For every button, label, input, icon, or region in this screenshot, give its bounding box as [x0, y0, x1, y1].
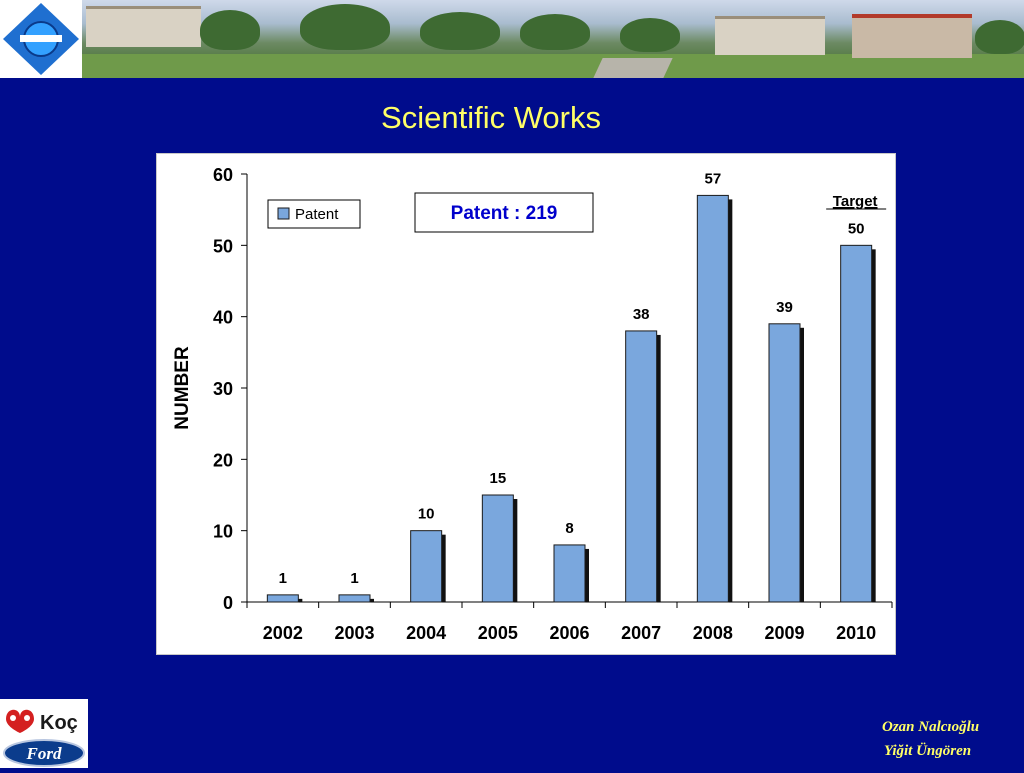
bar-2009: [768, 323, 801, 603]
bar-2003: [338, 594, 371, 603]
bar-chart: 0 10 20 30 40 50 60 1 2002 1 2003 10 2004 15 2005 8 2006…: [172, 165, 893, 643]
total-box-text: Patent : 219: [451, 203, 558, 224]
author-name-1: Ozan Nalcıoğlu: [882, 719, 980, 735]
koc-ford-logo: Koç Ford: [0, 699, 88, 768]
legend-swatch: [277, 207, 290, 220]
bar-2002: [266, 594, 299, 603]
x-tick-label-2005: 2005: [478, 623, 518, 643]
ford-oval-icon: Ford: [3, 739, 85, 767]
y-tick-label: 30: [213, 379, 233, 399]
y-axis-label: NUMBER: [172, 346, 193, 430]
x-tick-label-2007: 2007: [621, 623, 661, 643]
x-tick-label-2006: 2006: [549, 623, 589, 643]
data-label-2003: 1: [350, 570, 358, 587]
legend-label: Patent: [295, 206, 339, 223]
x-tick-label-2008: 2008: [693, 623, 733, 643]
campus-banner: [0, 0, 1024, 78]
bar-2005: [481, 494, 514, 603]
chart-panel: 0 10 20 30 40 50 60 1 2002 1 2003 10 2004 15 2005 8 2006…: [156, 153, 896, 655]
x-tick-label-2003: 2003: [334, 623, 374, 643]
x-tick-label-2010: 2010: [836, 623, 876, 643]
data-label-2009: 39: [776, 299, 793, 316]
author-name-2: Yiğit Üngören: [884, 743, 972, 759]
ford-wordmark: Ford: [26, 744, 62, 763]
total-box: [414, 192, 594, 233]
bar-2010: [840, 244, 873, 603]
data-label-2006: 8: [565, 520, 573, 537]
target-label: Target: [833, 193, 878, 210]
bar-2007: [625, 330, 658, 603]
data-label-2007: 38: [633, 306, 650, 323]
bar-2006: [553, 544, 586, 603]
data-label-2008: 57: [704, 170, 721, 187]
university-logo: [0, 0, 82, 78]
koc-wordmark: Koç: [40, 712, 78, 734]
y-tick-label: 50: [213, 236, 233, 256]
y-tick-label: 10: [213, 522, 233, 542]
x-tick-label-2004: 2004: [406, 623, 446, 643]
y-tick-label: 20: [213, 450, 233, 470]
data-label-2004: 10: [418, 506, 435, 523]
data-label-2010: 50: [848, 220, 865, 237]
slide-title: Scientific Works: [381, 100, 601, 135]
data-label-2002: 1: [279, 570, 287, 587]
y-tick-label: 0: [223, 593, 233, 613]
x-tick-label-2009: 2009: [764, 623, 804, 643]
data-label-2005: 15: [489, 470, 506, 487]
y-tick-label: 40: [213, 308, 233, 328]
y-tick-label: 60: [213, 165, 233, 185]
koc-logo-icon: [6, 709, 34, 733]
bar-2008: [696, 194, 729, 603]
x-tick-label-2002: 2002: [263, 623, 303, 643]
bar-2004: [410, 530, 443, 603]
